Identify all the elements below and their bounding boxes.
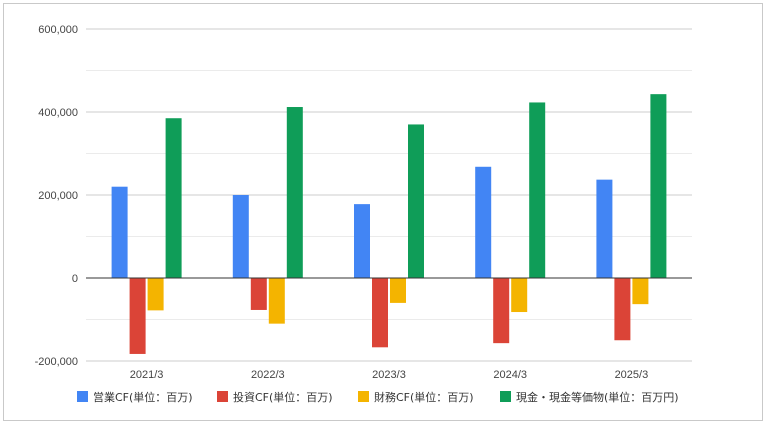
legend-swatch	[217, 391, 228, 402]
bar-series-4-2021-3	[165, 118, 182, 278]
bar-series-1-2021-3	[111, 186, 128, 278]
x-axis: 2021/3 2022/3 2023/3 2024/3 2025/3	[130, 369, 648, 381]
legend-label: 財務CF(単位：百万)	[374, 390, 474, 404]
legend-label: 投資CF(単位：百万)	[233, 390, 333, 404]
bar-series-1-2024-3	[475, 166, 492, 278]
bar-series-4-2025-3	[650, 94, 667, 278]
bar-series-4-2022-3	[286, 107, 303, 279]
bar-series-3-2021-3	[147, 278, 164, 311]
bar-series-1-2022-3	[232, 195, 249, 278]
x-tick-label: 2025/3	[615, 369, 649, 381]
bar-series-2-2024-3	[493, 278, 510, 344]
bar-series-2-2022-3	[250, 278, 267, 310]
y-tick-label: 0	[72, 273, 78, 285]
bar-series-1-2023-3	[354, 204, 370, 278]
x-tick-label: 2023/3	[372, 369, 406, 381]
legend: 営業CF(単位：百万) 投資CF(単位：百万) 財務CF(単位：百万) 現金・現金等価…	[77, 390, 679, 404]
bar-series-3-2022-3	[268, 278, 285, 324]
grid-lines	[86, 28, 692, 362]
x-tick-label: 2022/3	[251, 369, 285, 381]
legend-swatch	[77, 391, 88, 402]
bar-series-4-2023-3	[408, 124, 424, 278]
y-tick-label: 400,000	[38, 107, 78, 119]
legend-label: 現金・現金等価物(単位：百万円)	[516, 390, 679, 404]
bar-series-3-2023-3	[390, 278, 406, 303]
bar-series-2-2025-3	[614, 278, 631, 341]
bar-series-2-2023-3	[372, 278, 388, 348]
bars	[111, 94, 667, 354]
legend-swatch	[358, 391, 369, 402]
x-tick-label: 2024/3	[493, 369, 527, 381]
legend-label: 営業CF(単位：百万)	[93, 390, 193, 404]
y-tick-label: -200,000	[35, 356, 78, 368]
bar-series-1-2025-3	[596, 179, 613, 278]
bar-series-2-2021-3	[129, 278, 146, 354]
bar-series-3-2024-3	[511, 278, 528, 313]
legend-swatch	[500, 391, 511, 402]
x-tick-label: 2021/3	[130, 369, 164, 381]
bar-series-4-2024-3	[529, 102, 546, 278]
y-tick-label: 600,000	[38, 24, 78, 36]
bar-series-3-2025-3	[632, 278, 649, 305]
y-tick-label: 200,000	[38, 190, 78, 202]
y-axis: -200,000 0 200,000 400,000 600,000	[35, 24, 78, 368]
